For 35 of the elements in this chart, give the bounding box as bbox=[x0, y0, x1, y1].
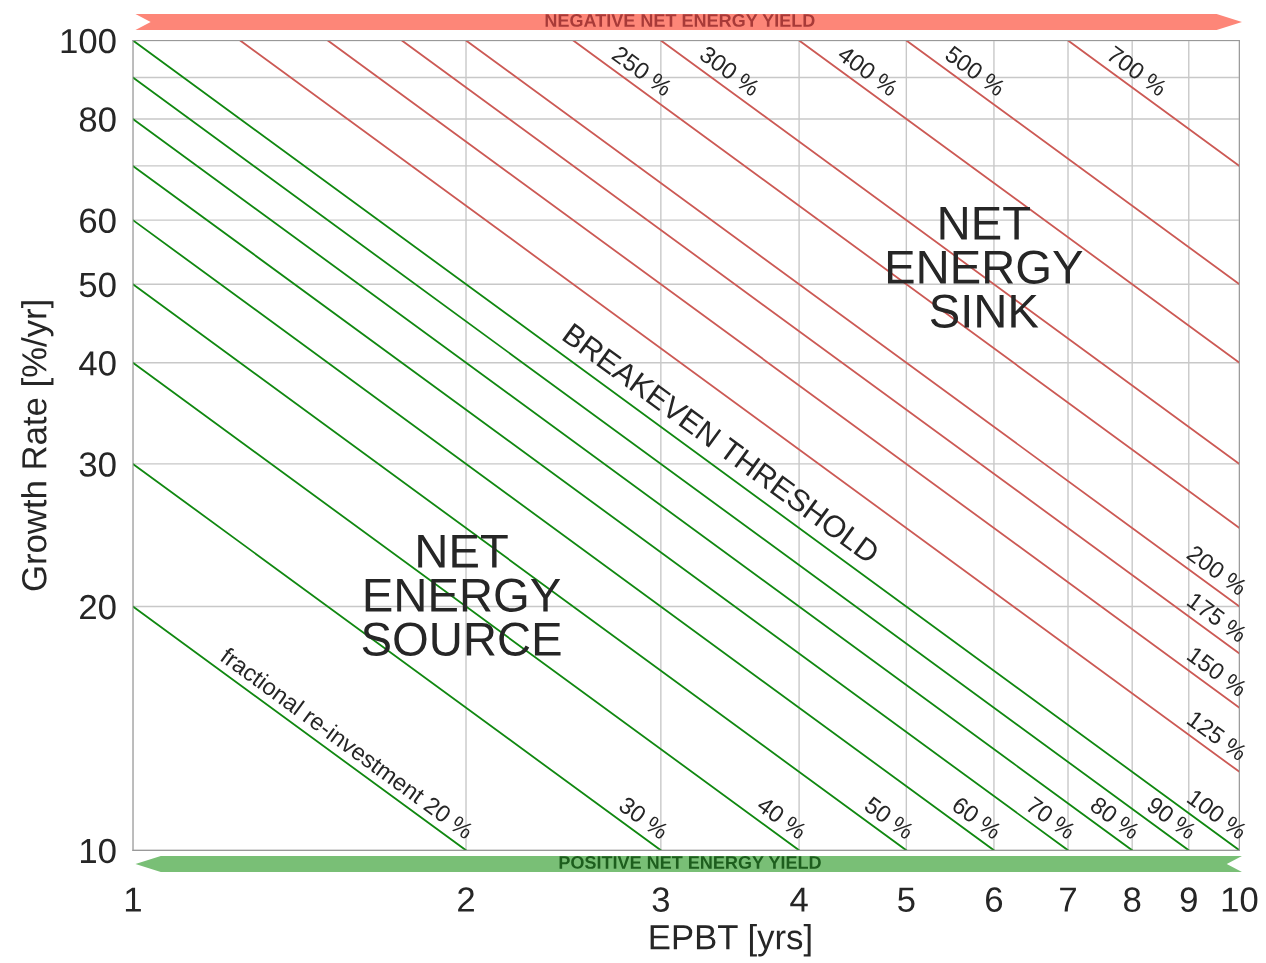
text: 150 % bbox=[1186, 645, 1249, 698]
text: 60 % bbox=[951, 795, 1003, 841]
text: 500 % bbox=[943, 45, 1007, 97]
text: 400 % bbox=[836, 44, 900, 97]
y-tick-label: 60 bbox=[80, 208, 116, 234]
y-tick-label: 10 bbox=[80, 838, 116, 864]
y-tick-label: 30 bbox=[79, 452, 116, 477]
x-tick-label: 8 bbox=[1124, 887, 1141, 912]
text: 70 % bbox=[1025, 795, 1077, 841]
x-tick-label: 10 bbox=[1222, 887, 1258, 912]
text: 30 % bbox=[617, 795, 670, 841]
y-tick-label: 40 bbox=[79, 351, 116, 376]
y-axis-title: Growth Rate [%/yr] bbox=[21, 301, 54, 591]
y-tick-label: 50 bbox=[79, 272, 116, 298]
y-tick-label: 80 bbox=[79, 107, 116, 132]
y-tick-label: 100 bbox=[61, 28, 116, 54]
x-tick-label: 6 bbox=[986, 887, 1003, 912]
text: 80 % bbox=[1089, 795, 1141, 841]
x-tick-label: 1 bbox=[125, 887, 141, 912]
x-tick-label: 3 bbox=[652, 887, 669, 912]
text: NEGATIVE NET ENERGY YIELD bbox=[545, 14, 815, 27]
x-tick-label: 4 bbox=[790, 887, 808, 912]
y-tick-label: 20 bbox=[80, 594, 116, 620]
x-tick-label: 5 bbox=[898, 887, 915, 912]
x-tick-label: 2 bbox=[458, 887, 474, 912]
x-tick-label: 9 bbox=[1180, 887, 1197, 912]
text: 250 % bbox=[611, 45, 674, 97]
text: 125 % bbox=[1186, 710, 1249, 762]
text: 50 % bbox=[863, 795, 916, 841]
text: POSITIVE NET ENERGY YIELD bbox=[559, 856, 821, 869]
x-tick-label: 7 bbox=[1060, 887, 1076, 912]
text: 300 % bbox=[698, 44, 761, 97]
text: 700 % bbox=[1105, 45, 1169, 98]
text: 40 % bbox=[755, 795, 808, 841]
x-axis-title: EPBT [yrs] bbox=[650, 924, 811, 957]
